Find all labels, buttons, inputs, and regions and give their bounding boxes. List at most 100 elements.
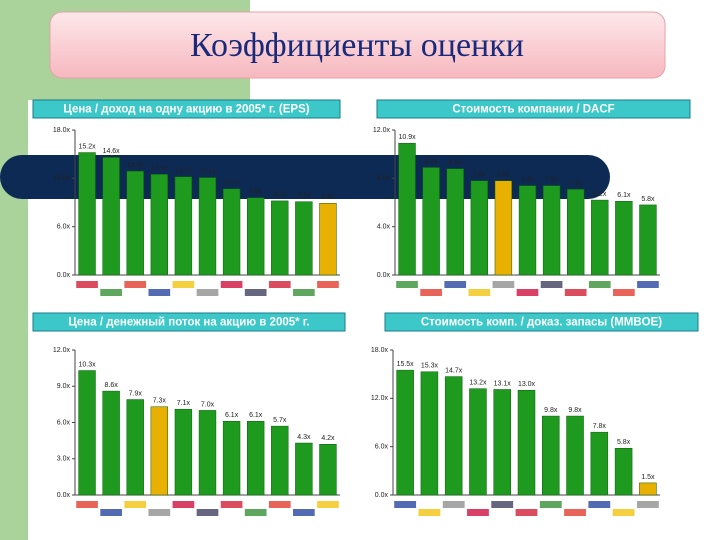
company-logo [196,509,219,516]
bar [518,185,537,276]
chart-header [32,312,346,332]
value-label: 9.8x [568,407,582,414]
bar [295,201,313,276]
y-tick-label: 0.0x [377,272,391,279]
bar [295,442,313,496]
value-label: 7.8x [497,172,511,179]
company-logo [540,281,563,288]
bar [494,180,513,276]
company-logo [588,501,611,508]
y-tick-label: 18.0x [371,347,389,354]
bar [126,399,144,496]
slide-title: Коэффициенты оценки [190,27,524,64]
bar [615,201,633,276]
company-logo [637,281,659,288]
y-tick-label: 6.0x [57,224,71,231]
bar [517,390,536,496]
company-logo [467,509,489,516]
bar [396,369,414,496]
company-logo [636,501,659,508]
value-label: 6.1x [249,412,263,419]
bar [174,408,193,496]
company-logo [196,289,219,296]
company-logo [516,289,539,296]
company-logo [564,289,587,296]
chart-header [384,312,699,332]
value-label: 7.0x [201,401,215,408]
company-logo [268,501,291,508]
value-label: 4.2x [321,435,335,442]
bar [198,410,217,496]
value-label: 5.7x [273,417,287,424]
value-label: 10.3x [78,361,96,368]
value-label: 7.8x [473,172,487,179]
bar [444,376,463,496]
value-label: 9.2x [273,192,287,199]
bar [542,185,561,276]
y-tick-label: 3.0x [57,456,71,463]
y-tick-label: 0.0x [57,272,71,279]
value-label: 15.5x [397,361,415,368]
value-label: 13.2x [469,380,487,387]
value-label: 9.1x [297,193,311,200]
y-tick-label: 12.0x [373,127,391,134]
bar [446,168,464,276]
value-label: 14.7x [445,367,463,374]
value-label: 12.9x [127,162,145,169]
y-tick-label: 0.0x [57,492,71,499]
value-label: 12.1x [199,168,217,175]
company-logo [124,281,147,288]
bar [150,174,169,276]
company-logo [491,501,514,508]
company-logo [148,289,171,296]
bar [614,448,633,496]
y-tick-label: 9.0x [57,383,71,390]
bar [150,406,169,496]
bar [567,188,585,276]
chart-title: Цена / денежный поток на акцию в 2005* г… [68,317,309,329]
value-label: 6.1x [225,412,239,419]
bar [566,415,584,496]
company-logo [564,509,586,516]
bar [126,170,144,276]
company-logo [420,289,442,296]
value-label: 8.9x [425,158,439,165]
company-logo [317,501,339,508]
company-logo [613,289,635,296]
company-logo [172,281,195,288]
value-label: 7.1x [569,180,583,187]
value-label: 8.8x [449,160,463,167]
chart-title: Цена / доход на одну акцию в 2005* г. (E… [63,104,309,116]
bar [469,388,487,496]
bar [319,203,337,276]
company-logo [515,509,538,516]
company-logo [394,501,417,508]
value-label: 8.9x [321,194,335,201]
bar [591,199,609,276]
value-label: 7.4x [521,176,535,183]
value-label: 14.6x [103,148,121,155]
company-logo [468,289,491,296]
value-label: 6.1x [617,192,631,199]
chart-header [376,99,691,119]
bar [493,389,511,496]
value-label: 8.6x [105,382,119,389]
y-tick-label: 12.0x [371,395,389,402]
company-logo [100,509,122,516]
value-label: 15.2x [78,143,96,150]
value-label: 15.3x [421,363,439,370]
bar [102,157,120,276]
value-label: 1.5x [641,474,655,481]
value-label: 12.2x [175,168,193,175]
value-label: 9.8x [544,407,558,414]
value-label: 13.0x [518,381,536,388]
value-label: 4.3x [297,434,311,441]
bar [271,425,289,496]
bar [247,197,265,276]
y-tick-label: 8.0x [377,175,391,182]
value-label: 6.2x [593,191,607,198]
value-label: 7.8x [593,423,607,430]
value-label: 10.7x [223,180,241,187]
company-logo [220,501,243,508]
